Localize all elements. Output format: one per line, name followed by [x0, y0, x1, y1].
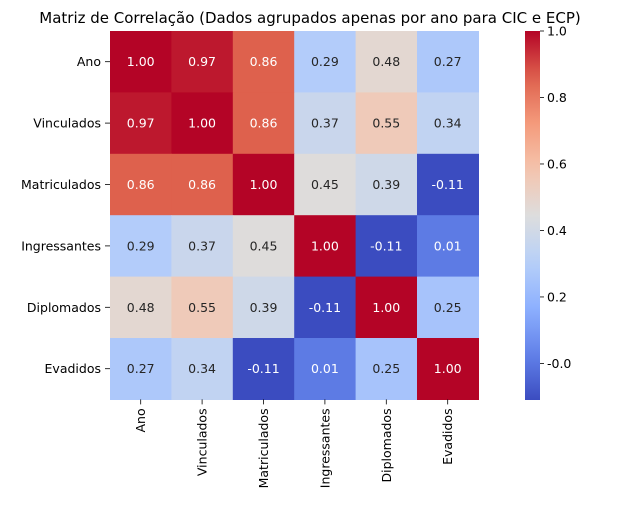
cell-label-vinculados-evadidos: 0.34	[434, 116, 462, 131]
heatmap-cells: 1.00 0.97 0.86 0.29 0.48 0.27 0.97 1.00 0.86 0.37…	[110, 31, 479, 400]
colorbar-tick-label: 0.2	[547, 289, 567, 304]
cell-matriculados-vinculados	[171, 153, 234, 216]
cell-matriculados-evadidos	[417, 153, 479, 216]
cell-diplomados-ingressantes	[294, 276, 357, 339]
cell-ano-diplomados	[355, 31, 418, 93]
cell-label-ano-vinculados: 0.97	[188, 54, 216, 69]
cell-label-vinculados-ano: 0.97	[127, 116, 155, 131]
chart-title: Matriz de Correlação (Dados agrupados ap…	[39, 9, 580, 27]
cell-label-matriculados-diplomados: 0.39	[372, 177, 400, 192]
cell-label-diplomados-diplomados: 1.00	[372, 300, 400, 315]
cell-diplomados-evadidos	[417, 276, 479, 339]
cell-label-evadidos-ano: 0.27	[127, 361, 155, 376]
cell-label-matriculados-matriculados: 1.00	[250, 177, 278, 192]
cell-matriculados-matriculados	[232, 153, 295, 216]
cell-label-diplomados-vinculados: 0.55	[188, 300, 216, 315]
cell-evadidos-ingressantes	[294, 338, 357, 400]
cell-label-diplomados-ano: 0.48	[127, 300, 155, 315]
cell-label-vinculados-vinculados: 1.00	[188, 116, 216, 131]
cell-label-matriculados-ano: 0.86	[127, 177, 155, 192]
cell-label-vinculados-matriculados: 0.86	[250, 116, 278, 131]
colorbar-tick-label: 0.8	[547, 90, 567, 105]
cell-vinculados-ingressantes	[294, 92, 357, 155]
cell-diplomados-vinculados	[171, 276, 234, 339]
cell-label-evadidos-diplomados: 0.25	[372, 361, 400, 376]
cell-ano-ano	[110, 31, 172, 93]
colorbar: -0.0 0.2 0.4 0.6 0.8 1.0	[525, 24, 571, 400]
column-label-ano: Ano	[133, 408, 148, 432]
cell-evadidos-matriculados	[232, 338, 295, 400]
cell-evadidos-vinculados	[171, 338, 234, 400]
cell-label-diplomados-ingressantes: -0.11	[309, 300, 341, 315]
cell-label-ingressantes-diplomados: -0.11	[370, 238, 402, 253]
cell-label-evadidos-matriculados: -0.11	[247, 361, 279, 376]
cell-label-ano-matriculados: 0.86	[250, 54, 278, 69]
row-label-ingressantes: Ingressantes	[21, 238, 101, 253]
cell-label-ingressantes-evadidos: 0.01	[434, 238, 462, 253]
cell-label-diplomados-evadidos: 0.25	[434, 300, 462, 315]
cell-ingressantes-vinculados	[171, 215, 234, 278]
cell-label-diplomados-matriculados: 0.39	[250, 300, 278, 315]
cell-ano-vinculados	[171, 31, 234, 93]
column-label-vinculados: Vinculados	[195, 408, 210, 476]
cell-label-vinculados-ingressantes: 0.37	[311, 116, 339, 131]
colorbar-tick-label: -0.0	[547, 356, 571, 371]
cell-ano-evadidos	[417, 31, 479, 93]
row-label-ano: Ano	[77, 54, 101, 69]
cell-vinculados-vinculados	[171, 92, 234, 155]
cell-label-ingressantes-vinculados: 0.37	[188, 238, 216, 253]
cell-ingressantes-ingressantes	[294, 215, 357, 278]
cell-label-matriculados-ingressantes: 0.45	[311, 177, 339, 192]
cell-evadidos-evadidos	[417, 338, 479, 400]
column-label-matriculados: Matriculados	[256, 408, 271, 488]
row-label-evadidos: Evadidos	[45, 361, 101, 376]
cell-label-ano-evadidos: 0.27	[434, 54, 462, 69]
cell-label-evadidos-vinculados: 0.34	[188, 361, 216, 376]
cell-label-ingressantes-ingressantes: 1.00	[311, 238, 339, 253]
column-tick-labels: Ano Vinculados Matriculados Ingressantes Dip…	[133, 399, 455, 488]
cell-vinculados-evadidos	[417, 92, 479, 155]
cell-ano-matriculados	[232, 31, 295, 93]
row-label-diplomados: Diplomados	[27, 300, 101, 315]
cell-label-evadidos-evadidos: 1.00	[434, 361, 462, 376]
cell-label-ingressantes-ano: 0.29	[127, 238, 155, 253]
cell-diplomados-matriculados	[232, 276, 295, 339]
cell-label-ano-ano: 1.00	[127, 54, 155, 69]
cell-matriculados-ano	[110, 153, 172, 216]
cell-label-matriculados-evadidos: -0.11	[432, 177, 464, 192]
cell-vinculados-diplomados	[355, 92, 418, 155]
column-label-diplomados: Diplomados	[379, 408, 394, 482]
colorbar-tick-label: 0.6	[547, 156, 567, 171]
cell-matriculados-diplomados	[355, 153, 418, 216]
column-label-evadidos: Evadidos	[440, 408, 455, 464]
cell-evadidos-ano	[110, 338, 172, 400]
cell-label-ano-ingressantes: 0.29	[311, 54, 339, 69]
cell-diplomados-ano	[110, 276, 172, 339]
cell-ingressantes-evadidos	[417, 215, 479, 278]
colorbar-tick-label: 0.4	[547, 223, 567, 238]
cell-label-vinculados-diplomados: 0.55	[372, 116, 400, 131]
cell-label-ano-diplomados: 0.48	[372, 54, 400, 69]
row-tick-labels: Ano Vinculados Matriculados Ingressantes Dip…	[21, 54, 110, 376]
cell-vinculados-matriculados	[232, 92, 295, 155]
cell-label-evadidos-ingressantes: 0.01	[311, 361, 339, 376]
cell-diplomados-diplomados	[355, 276, 418, 339]
cell-ingressantes-ano	[110, 215, 172, 278]
cell-label-ingressantes-matriculados: 0.45	[250, 238, 278, 253]
colorbar-tick-label: 1.0	[547, 24, 567, 39]
row-label-matriculados: Matriculados	[21, 177, 101, 192]
row-label-vinculados: Vinculados	[33, 116, 101, 131]
cell-label-matriculados-vinculados: 0.86	[188, 177, 216, 192]
cell-ano-ingressantes	[294, 31, 357, 93]
cell-ingressantes-matriculados	[232, 215, 295, 278]
colorbar-gradient	[525, 31, 540, 400]
cell-matriculados-ingressantes	[294, 153, 357, 216]
cell-ingressantes-diplomados	[355, 215, 418, 278]
cell-evadidos-diplomados	[355, 338, 418, 400]
cell-vinculados-ano	[110, 92, 172, 155]
column-label-ingressantes: Ingressantes	[317, 408, 332, 488]
